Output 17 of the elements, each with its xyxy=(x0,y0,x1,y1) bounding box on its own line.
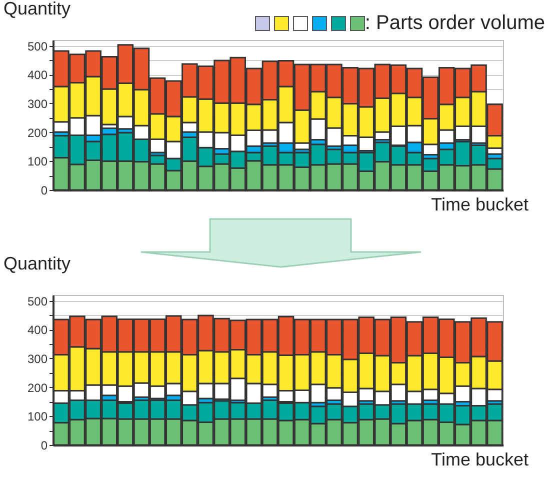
y-tick-label: 0 xyxy=(40,184,48,198)
y-tick-label: 0 xyxy=(40,438,48,452)
x-axis-title: Time bucket xyxy=(431,194,528,214)
y-axis-title: Quantity xyxy=(4,254,71,274)
y-axis-title: Quantity xyxy=(4,0,71,18)
y-tick-label: 200 xyxy=(27,126,48,140)
y-tick-label: 400 xyxy=(27,68,48,82)
y-tick-label: 400 xyxy=(27,323,48,338)
y-tick-label: 100 xyxy=(27,410,48,424)
y-tick-label: 200 xyxy=(27,380,48,395)
y-tick-label: 300 xyxy=(27,96,48,111)
y-tick-label: 500 xyxy=(27,294,48,308)
y-tick-label: 300 xyxy=(27,352,48,366)
x-axis-title: Time bucket xyxy=(431,450,528,470)
y-tick-label: 500 xyxy=(27,39,48,54)
y-tick-label: 100 xyxy=(27,154,48,169)
text: : Parts order volume xyxy=(364,12,545,35)
